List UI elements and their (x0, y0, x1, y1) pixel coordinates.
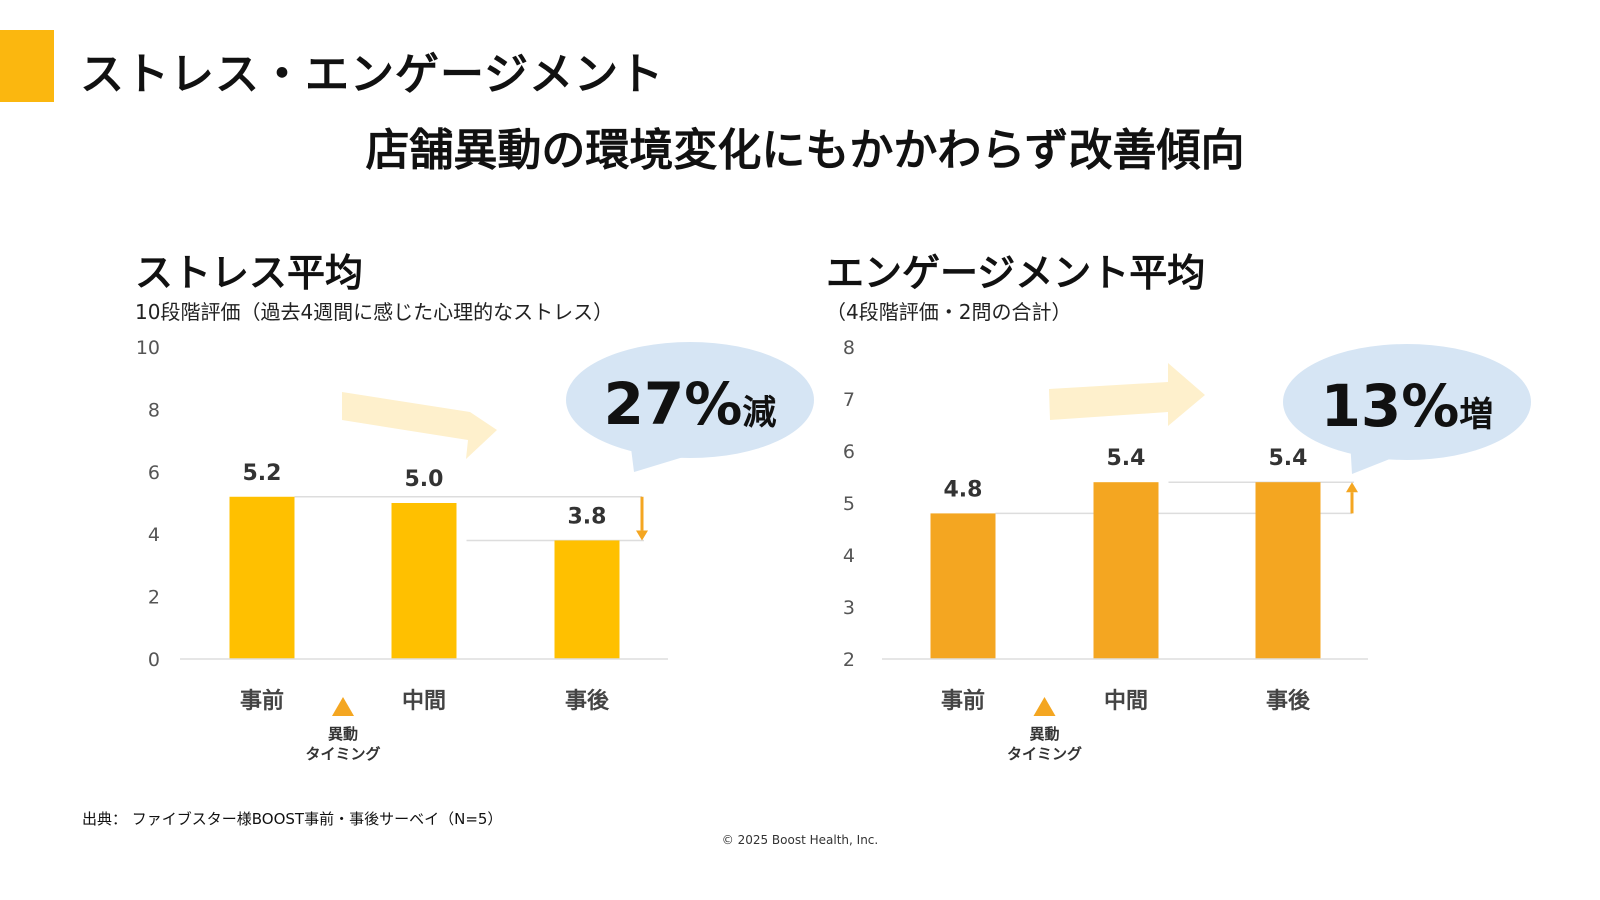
stress-bar-1 (391, 503, 457, 659)
stress-data-label: 5.0 (405, 467, 444, 492)
stress-transfer-marker-icon (332, 697, 354, 716)
stress-callout-text: 27%減 (604, 370, 777, 438)
stress-x-tick-label: 事後 (565, 688, 610, 714)
stress-trend-arrow-icon (342, 392, 497, 459)
stress-change-arrow-icon (636, 530, 648, 541)
engagement-y-tick-label: 6 (843, 441, 855, 463)
engagement-y-tick-label: 5 (843, 493, 855, 515)
stress-y-tick-label: 6 (148, 462, 160, 484)
engagement-data-label: 4.8 (944, 477, 983, 502)
engagement-trend-arrow-icon (1049, 363, 1205, 426)
stress-x-tick-label: 事前 (240, 688, 284, 714)
stress-bar-2 (554, 540, 620, 659)
stress-y-tick-label: 4 (148, 524, 160, 546)
stress-chart-subtitle: 10段階評価（過去4週間に感じた心理的なストレス） (135, 300, 614, 324)
stress-callout-bubble (566, 342, 814, 458)
engagement-x-tick-label: 事前 (941, 688, 985, 714)
stress-change-value: 27% (604, 370, 743, 438)
engagement-data-label: 5.4 (1269, 446, 1308, 471)
engagement-transfer-label-2: タイミング (1007, 745, 1082, 763)
stress-data-label: 5.2 (243, 461, 282, 486)
engagement-x-tick-label: 事後 (1266, 688, 1311, 714)
stress-y-tick-label: 2 (148, 587, 160, 609)
engagement-change-suffix: 増 (1459, 395, 1493, 435)
stress-data-label: 3.8 (568, 504, 607, 529)
stress-change-suffix: 減 (742, 393, 776, 433)
title-accent-bar (0, 30, 54, 102)
engagement-y-tick-label: 8 (843, 337, 855, 359)
engagement-callout-bubble (1283, 344, 1531, 460)
engagement-y-tick-label: 2 (843, 649, 855, 671)
engagement-y-tick-label: 3 (843, 597, 855, 619)
engagement-y-tick-label: 7 (843, 389, 855, 411)
stress-y-tick-label: 10 (136, 337, 160, 359)
engagement-bar-0 (930, 513, 996, 659)
engagement-chart-subtitle: （4段階評価・2問の合計） (826, 300, 1072, 324)
engagement-bar-2 (1255, 482, 1321, 659)
stress-x-tick-label: 中間 (402, 689, 446, 714)
stress-transfer-label-2: タイミング (305, 745, 380, 763)
engagement-transfer-label-1: 異動 (1029, 725, 1059, 743)
source-note: 出典： ファイブスター様BOOST事前・事後サーベイ（N=5） (82, 810, 503, 828)
engagement-callout-text: 13%増 (1321, 372, 1494, 440)
stress-y-tick-label: 8 (148, 399, 160, 421)
engagement-data-label: 5.4 (1107, 446, 1146, 471)
stress-bar-0 (229, 496, 295, 659)
engagement-y-tick-label: 4 (843, 545, 855, 567)
stress-transfer-label-1: 異動 (328, 725, 358, 743)
engagement-transfer-marker-icon (1033, 697, 1056, 716)
engagement-change-arrow-icon (1346, 482, 1358, 493)
engagement-bar-1 (1093, 482, 1159, 659)
page-title: ストレス・エンゲージメント (80, 49, 665, 100)
engagement-change-value: 13% (1321, 372, 1460, 440)
copyright: © 2025 Boost Health, Inc. (721, 833, 879, 847)
engagement-x-tick-label: 中間 (1104, 689, 1148, 714)
stress-chart-title: ストレス平均 (135, 251, 364, 295)
engagement-chart-title: エンゲージメント平均 (826, 251, 1206, 295)
page-subtitle: 店舗異動の環境変化にもかかわらず改善傾向 (365, 125, 1245, 176)
stress-y-tick-label: 0 (148, 649, 160, 671)
